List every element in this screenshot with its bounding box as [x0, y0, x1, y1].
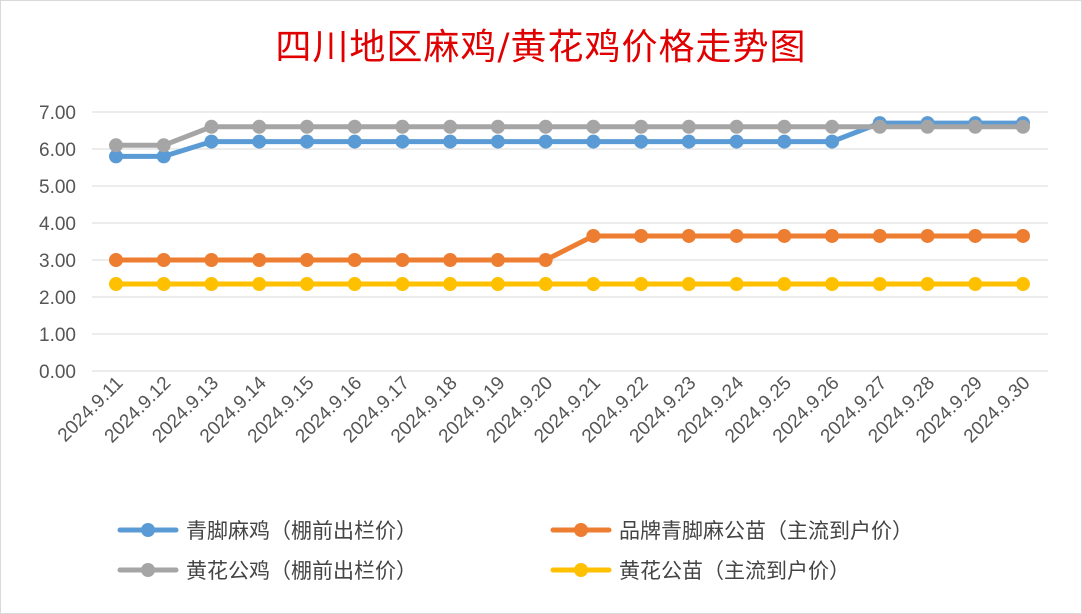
- data-point: [1016, 277, 1030, 292]
- data-point: [920, 277, 935, 292]
- data-point: [634, 277, 649, 292]
- legend-marker: [141, 523, 155, 537]
- y-tick-label: 1.00: [39, 325, 76, 346]
- data-point: [299, 253, 314, 267]
- series-line: [113, 124, 1026, 148]
- data-point: [395, 134, 410, 149]
- legend-label: 黄花公鸡（棚前出栏价）: [186, 559, 417, 583]
- legend-marker: [574, 523, 588, 537]
- data-point: [109, 149, 123, 164]
- data-point: [109, 277, 123, 292]
- data-point: [395, 253, 410, 267]
- data-point: [825, 277, 840, 292]
- data-point: [538, 134, 553, 149]
- data-point: [299, 277, 314, 292]
- y-tick-label: 2.00: [39, 288, 76, 309]
- data-point: [1016, 228, 1030, 243]
- y-tick-label: 7.00: [39, 103, 76, 124]
- data-point: [538, 253, 553, 267]
- data-point: [299, 134, 314, 149]
- data-point: [204, 277, 219, 292]
- data-point: [156, 277, 171, 292]
- data-point: [968, 277, 983, 292]
- data-point: [681, 228, 696, 243]
- legend-label: 黄花公苗（主流到户价）: [619, 559, 850, 583]
- data-point: [634, 228, 649, 243]
- data-point: [204, 119, 219, 134]
- data-point: [681, 119, 696, 134]
- legend-label: 品牌青脚麻公苗（主流到户价）: [619, 519, 913, 543]
- data-point: [586, 228, 601, 243]
- data-point: [395, 277, 410, 292]
- data-point: [586, 134, 601, 149]
- data-point: [347, 277, 362, 292]
- data-point: [729, 277, 744, 292]
- data-point: [920, 228, 935, 243]
- data-point: [443, 277, 458, 292]
- data-point: [204, 134, 219, 149]
- data-point: [443, 119, 458, 134]
- data-point: [872, 119, 887, 134]
- data-point: [252, 277, 267, 292]
- data-point: [920, 119, 935, 134]
- y-tick-label: 6.00: [39, 140, 76, 161]
- data-point: [729, 134, 744, 149]
- series-line: [113, 233, 1026, 263]
- data-point: [252, 134, 267, 149]
- data-point: [634, 134, 649, 149]
- legend-label: 青脚麻鸡（棚前出栏价）: [186, 519, 417, 543]
- data-point: [681, 277, 696, 292]
- data-point: [586, 119, 601, 134]
- data-point: [586, 277, 601, 292]
- data-point: [681, 134, 696, 149]
- data-point: [777, 119, 792, 134]
- data-point: [204, 253, 219, 267]
- data-point: [825, 228, 840, 243]
- data-point: [109, 138, 123, 153]
- data-point: [538, 277, 553, 292]
- data-point: [443, 253, 458, 267]
- data-point: [252, 119, 267, 134]
- data-point: [299, 119, 314, 134]
- data-point: [825, 134, 840, 149]
- data-point: [968, 228, 983, 243]
- data-point: [347, 134, 362, 149]
- y-tick-label: 4.00: [39, 214, 76, 235]
- legend-marker: [574, 563, 588, 577]
- data-point: [777, 134, 792, 149]
- data-point: [252, 253, 267, 267]
- data-point: [825, 119, 840, 134]
- data-point: [490, 134, 505, 149]
- data-point: [634, 119, 649, 134]
- y-tick-label: 5.00: [39, 177, 76, 198]
- data-point: [156, 138, 171, 153]
- data-point: [872, 277, 887, 292]
- data-point: [872, 228, 887, 243]
- data-point: [729, 228, 744, 243]
- data-point: [347, 253, 362, 267]
- data-point: [109, 253, 123, 267]
- y-tick-label: 0.00: [39, 362, 76, 383]
- chart-title: 四川地区麻鸡/黄花鸡价格走势图: [275, 27, 807, 68]
- data-point: [156, 149, 171, 164]
- data-point: [777, 228, 792, 243]
- data-point: [156, 253, 171, 267]
- data-point: [777, 277, 792, 292]
- data-point: [347, 119, 362, 134]
- data-point: [1016, 119, 1030, 134]
- data-point: [490, 119, 505, 134]
- data-point: [729, 119, 744, 134]
- legend-marker: [141, 563, 155, 577]
- data-point: [490, 277, 505, 292]
- data-point: [538, 119, 553, 134]
- y-tick-label: 3.00: [39, 251, 76, 272]
- data-point: [968, 119, 983, 134]
- data-point: [490, 253, 505, 267]
- data-point: [443, 134, 458, 149]
- data-point: [395, 119, 410, 134]
